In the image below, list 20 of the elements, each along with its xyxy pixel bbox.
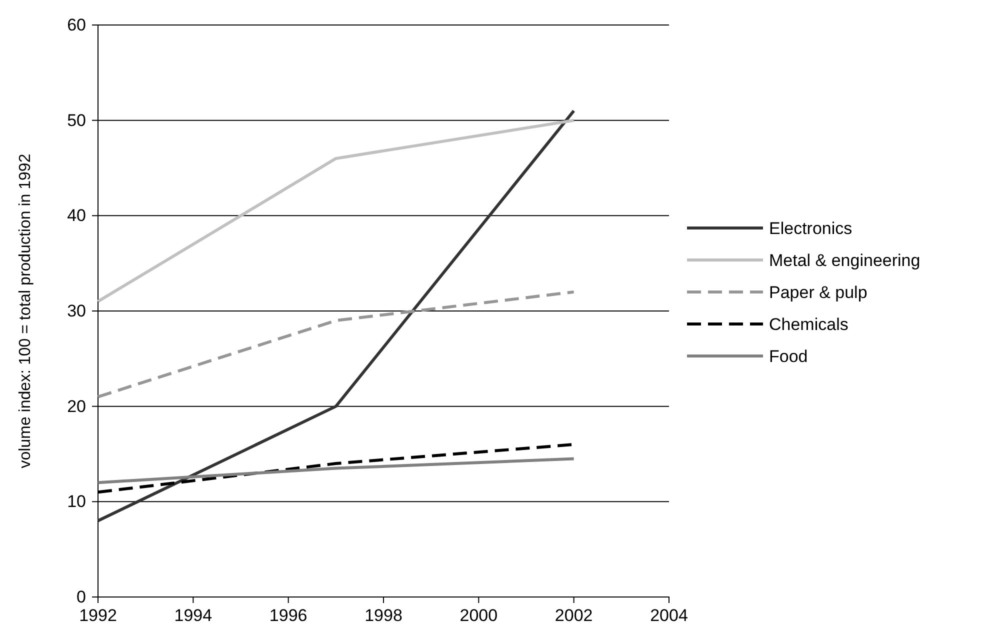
x-tick-label: 1992 [79,606,117,626]
y-tick-label: 20 [67,396,86,416]
y-tick-label: 40 [67,206,86,226]
y-tick-label: 50 [67,110,86,130]
legend-label: Electronics [769,219,852,238]
x-tick-label: 2000 [460,606,498,626]
legend-label: Food [769,347,808,366]
legend-label: Metal & engineering [769,251,920,270]
x-tick-label: 2004 [650,606,688,626]
x-tick-label: 1998 [364,606,402,626]
x-tick-label: 1994 [174,606,212,626]
y-tick-label: 0 [76,587,86,606]
legend-label: Paper & pulp [769,283,868,302]
y-tick-label: 10 [67,492,86,512]
x-tick-label: 2002 [554,606,593,626]
y-tick-label: 60 [67,15,86,34]
y-tick-label: 30 [67,301,86,320]
x-tick-label: 1996 [269,606,308,626]
legend-label: Chemicals [769,315,848,334]
y-axis-title: volume index: 100 = total production in 1992 [17,154,34,468]
